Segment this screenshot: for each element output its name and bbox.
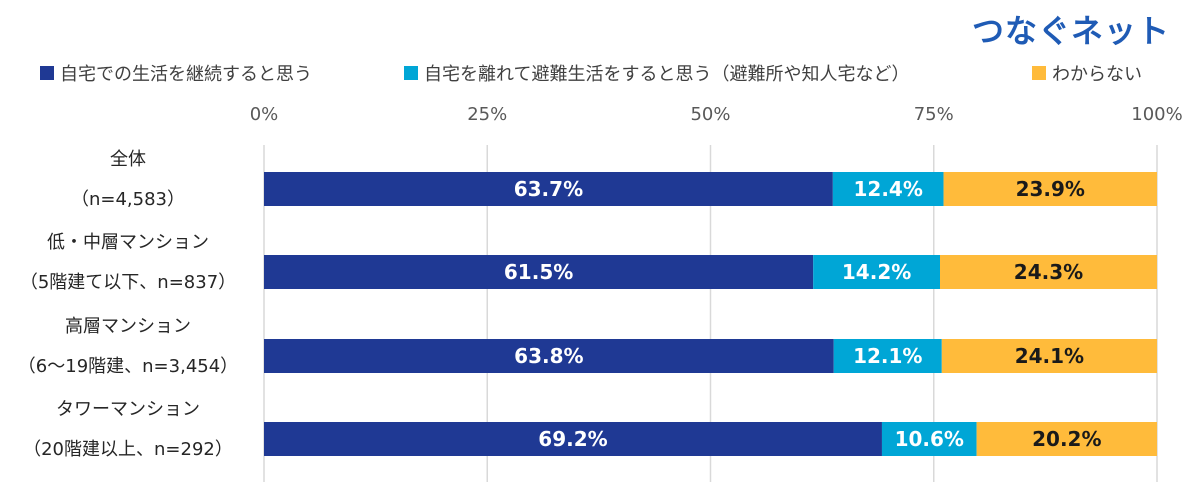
x-tick-label-0: 0% (250, 104, 279, 125)
data-label-0-1: 12.4% (854, 177, 923, 201)
legend-swatch-evacuate (404, 66, 418, 80)
data-label-3-0: 69.2% (538, 427, 607, 451)
x-tick-label-2: 50% (690, 104, 730, 125)
legend-label-continue: 自宅での生活を継続すると思う (60, 64, 312, 85)
bar-1-0 (264, 255, 814, 289)
legend-item-evacuate: 自宅を離れて避難生活をすると思う（避難所や知人宅など） (404, 60, 909, 86)
bar-3-0 (264, 422, 882, 456)
category-label-1-0: 低・中層マンション (47, 232, 209, 253)
legend-swatch-unknown (1032, 66, 1046, 80)
data-label-0-0: 63.7% (514, 177, 583, 201)
category-label-2-0: 高層マンション (65, 316, 191, 337)
data-label-3-1: 10.6% (895, 427, 964, 451)
bar-0-2 (943, 172, 1157, 206)
bar-1-1 (813, 255, 941, 289)
legend-label-evacuate: 自宅を離れて避難生活をすると思う（避難所や知人宅など） (424, 64, 910, 85)
data-label-1-2: 24.3% (1014, 260, 1083, 284)
data-label-2-0: 63.8% (514, 344, 583, 368)
category-label-3-1: （20階建以上、n=292） (23, 439, 233, 460)
data-label-2-1: 12.1% (853, 344, 922, 368)
bar-0-1 (832, 172, 944, 206)
legend-label-unknown: わからない (1052, 64, 1142, 85)
category-label-3-0: タワーマンション (56, 399, 200, 420)
x-tick-label-4: 100% (1131, 104, 1182, 125)
bar-1-2 (940, 255, 1157, 289)
data-label-2-2: 24.1% (1015, 344, 1084, 368)
bar-0-0 (264, 172, 833, 206)
category-label-1-1: （5階建て以下、n=837） (20, 272, 236, 293)
data-label-1-1: 14.2% (842, 260, 911, 284)
x-tick-label-3: 75% (914, 104, 954, 125)
bar-2-0 (264, 339, 834, 373)
legend-item-continue: 自宅での生活を継続すると思う (40, 60, 312, 86)
category-label-2-1: （6～19階建、n=3,454） (18, 356, 238, 377)
data-label-0-2: 23.9% (1016, 177, 1085, 201)
bar-2-2 (941, 339, 1157, 373)
bar-3-2 (976, 422, 1157, 456)
legend-swatch-continue (40, 66, 54, 80)
legend-item-unknown: わからない (1032, 60, 1142, 86)
x-tick-label-1: 25% (467, 104, 507, 125)
legend: 自宅での生活を継続すると思う 自宅を離れて避難生活をすると思う（避難所や知人宅な… (40, 60, 1200, 90)
category-label-0-0: 全体 (110, 149, 146, 170)
data-label-1-0: 61.5% (504, 260, 573, 284)
bar-3-1 (881, 422, 977, 456)
category-label-0-1: （n=4,583） (71, 189, 185, 210)
data-label-3-2: 20.2% (1032, 427, 1101, 451)
brand-logo: つなぐネット (971, 12, 1170, 50)
bar-2-1 (833, 339, 942, 373)
